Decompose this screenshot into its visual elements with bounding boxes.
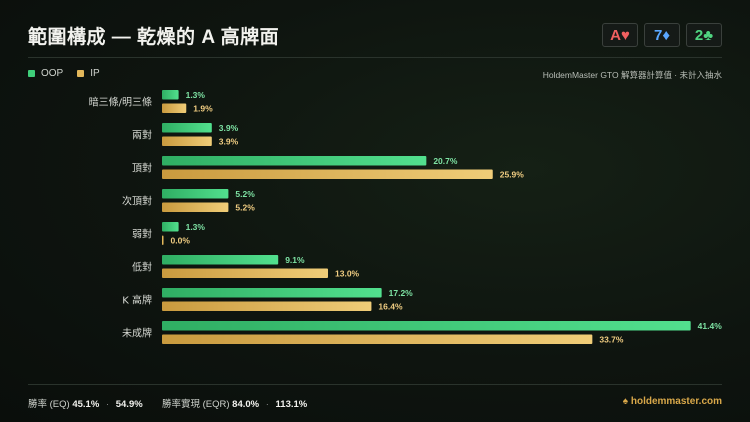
category-label: 弱對 xyxy=(132,228,152,241)
category-label: 暗三條/明三條 xyxy=(89,96,152,109)
category-label: K 高牌 xyxy=(122,294,152,307)
page-title: 範圍構成 — 乾燥的 A 高牌面 xyxy=(28,27,280,48)
header-divider xyxy=(28,57,722,58)
bar-ip xyxy=(162,301,372,311)
bar-oop xyxy=(162,156,427,166)
bar-oop xyxy=(162,288,382,298)
data-label-oop: 1.3% xyxy=(186,222,206,232)
board-cards: A ♥ 7 ♦ 2 ♣ xyxy=(602,23,722,47)
legend-item-oop: OOP xyxy=(28,68,63,79)
bar-ip xyxy=(162,169,493,179)
data-label-ip: 3.9% xyxy=(219,137,239,147)
bar-oop xyxy=(162,222,179,232)
category-label: 未成牌 xyxy=(122,327,152,340)
board-card-1: A ♥ xyxy=(602,23,638,47)
eq-oop-value: 45.1% xyxy=(72,399,100,410)
bar-oop xyxy=(162,90,179,100)
category-label: 次頂對 xyxy=(122,195,152,208)
eqr-label: 勝率實現 (EQR) xyxy=(161,399,230,410)
footer-stats: 勝率 (EQ) 45.1% · 54.9% 勝率實現 (EQR) 84.0% ·… xyxy=(28,396,307,410)
card-1-rank: A xyxy=(610,26,621,44)
data-label-oop: 41.4% xyxy=(698,321,723,331)
data-label-ip: 16.4% xyxy=(378,302,403,312)
source-note: HoldemMaster GTO 解算器計算值 · 未計入抽水 xyxy=(542,70,722,80)
legend-label-ip: IP xyxy=(90,68,100,79)
legend-item-ip: IP xyxy=(77,68,100,79)
data-label-ip: 13.0% xyxy=(335,269,360,279)
card-2-rank: 7 xyxy=(654,26,663,44)
card-3-rank: 2 xyxy=(694,26,704,44)
bar-ip xyxy=(162,103,187,113)
eqr-oop-value: 84.0% xyxy=(232,399,260,410)
data-label-ip: 33.7% xyxy=(599,335,624,345)
card-3-suit-icon: ♣ xyxy=(703,26,714,44)
bar-ip xyxy=(162,235,164,245)
data-label-oop: 1.3% xyxy=(186,90,206,100)
data-label-oop: 9.1% xyxy=(285,255,305,265)
bar-oop xyxy=(162,255,279,265)
legend: OOP IP xyxy=(28,68,100,79)
legend-swatch-ip xyxy=(77,70,85,77)
eq-ip-value: 54.9% xyxy=(115,399,143,410)
bar-oop xyxy=(162,321,691,331)
bar-ip xyxy=(162,202,229,212)
bar-ip xyxy=(162,268,329,278)
footer-divider xyxy=(28,384,722,385)
board-card-2: 7 ♦ xyxy=(644,23,680,47)
eqr-ip-value: 113.1% xyxy=(275,399,308,410)
legend-swatch-oop xyxy=(28,70,35,77)
data-label-ip: 1.9% xyxy=(193,104,213,114)
board-card-3: 2 ♣ xyxy=(686,23,722,47)
data-label-oop: 3.9% xyxy=(219,123,239,133)
legend-label-oop: OOP xyxy=(41,68,64,79)
card-2-suit-icon: ♦ xyxy=(662,26,670,44)
data-label-ip: 0.0% xyxy=(171,236,191,246)
bar-ip xyxy=(162,136,212,146)
data-label-ip: 5.2% xyxy=(235,203,255,213)
bar-ip xyxy=(162,334,593,344)
bar-oop xyxy=(162,189,229,199)
category-label: 低對 xyxy=(132,261,152,274)
eq-separator: · xyxy=(105,399,110,410)
category-label: 頂對 xyxy=(132,162,152,175)
eqr-separator: · xyxy=(265,399,269,410)
data-label-oop: 20.7% xyxy=(433,156,458,166)
category-label: 兩對 xyxy=(132,129,152,142)
range-composition-chart: 暗三條/明三條 1.3% 1.9% 兩對 3.9% 3.9% 頂對 20.7% 25.9% 次頂對… xyxy=(89,90,723,345)
data-label-oop: 5.2% xyxy=(235,189,255,199)
card-1-suit-icon: ♥ xyxy=(620,26,630,44)
data-label-oop: 17.2% xyxy=(389,288,414,298)
brand-link[interactable]: ♠ holdemmaster.com xyxy=(622,396,722,407)
eq-label: 勝率 (EQ) xyxy=(28,399,70,410)
data-label-ip: 25.9% xyxy=(500,170,525,180)
bar-oop xyxy=(162,123,212,133)
